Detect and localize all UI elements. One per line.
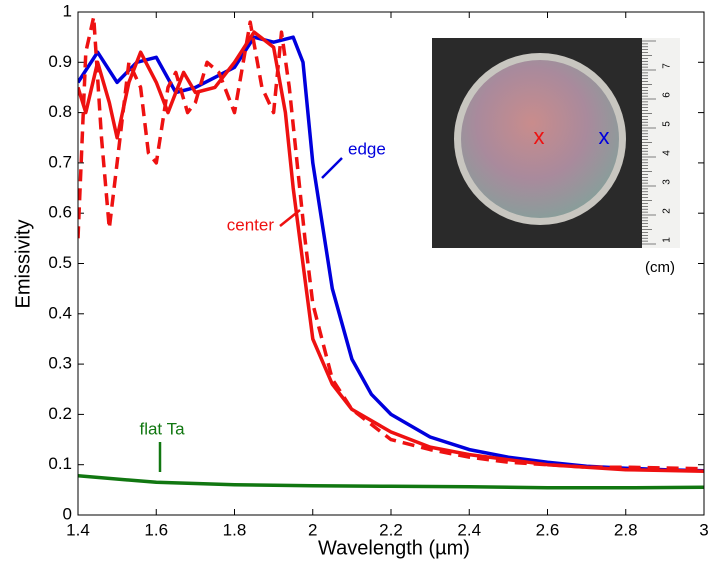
y-tick-label: 0.5 (48, 253, 72, 272)
annotation-leader (279, 209, 301, 227)
ruler-label: 2 (662, 208, 673, 214)
x-tick-label: 1.8 (223, 520, 247, 539)
x-tick-label: 3 (699, 520, 708, 539)
annotation-leader (321, 157, 343, 179)
ruler-label: 6 (662, 92, 673, 98)
ruler-label: 4 (662, 150, 673, 156)
y-tick-label: 0.7 (48, 152, 72, 171)
inset-marker: x (534, 124, 545, 149)
plot-lines (78, 15, 704, 490)
y-tick-label: 0.9 (48, 52, 72, 71)
annotation: edge (348, 139, 386, 158)
plot-frame (77, 11, 705, 516)
y-tick-label: 0.8 (48, 102, 72, 121)
y-tick-label: 0.6 (48, 203, 72, 222)
ruler-label: 5 (662, 121, 673, 127)
ruler-label: 1 (662, 237, 673, 243)
x-tick-label: 2.6 (536, 520, 560, 539)
y-tick-label: 0 (63, 504, 72, 523)
series-line (78, 474, 704, 490)
series-line (78, 35, 704, 473)
y-tick-label: 0.2 (48, 404, 72, 423)
ruler-label: 3 (662, 179, 673, 185)
ruler (642, 38, 680, 248)
y-axis-label: Emissivity (12, 220, 34, 309)
x-axis-label: Wavelength (µm) (318, 537, 470, 559)
x-tick-label: 2.4 (457, 520, 481, 539)
x-tick-label: 2.2 (379, 520, 403, 539)
inset-unit: (cm) (645, 259, 675, 276)
y-tick-label: 0.1 (48, 454, 72, 473)
y-tick-label: 1 (63, 1, 72, 20)
x-tick-label: 1.4 (66, 520, 90, 539)
wafer (461, 60, 619, 218)
y-tick-label: 0.4 (48, 303, 72, 322)
x-tick-label: 2.8 (614, 520, 638, 539)
annotation: flat Ta (139, 419, 185, 438)
ruler-label: 7 (662, 63, 673, 69)
x-tick-label: 1.6 (144, 520, 168, 539)
annotation: center (227, 215, 275, 234)
inset-marker: x (599, 124, 610, 149)
x-tick-label: 2 (308, 520, 317, 539)
y-tick-label: 0.3 (48, 354, 72, 373)
